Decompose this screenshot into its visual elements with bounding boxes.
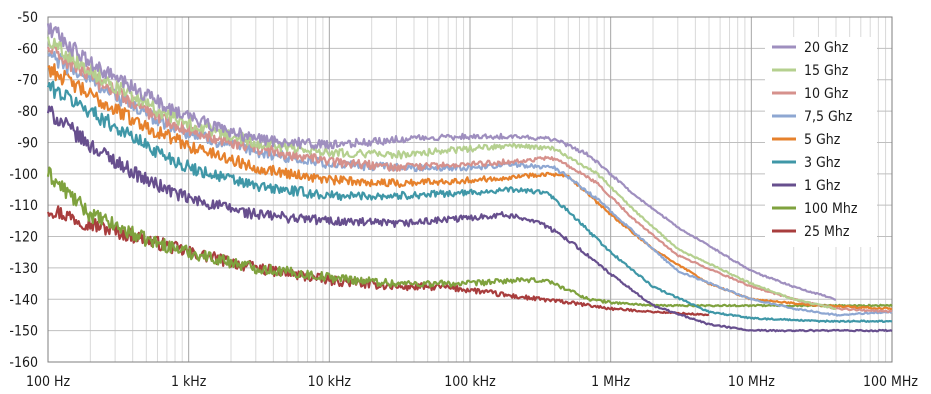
legend-label: 3 Ghz xyxy=(804,155,841,171)
y-tick-label: -160 xyxy=(9,355,38,371)
series-line xyxy=(46,22,837,301)
y-tick-label: -110 xyxy=(9,198,38,214)
legend-label: 1 Ghz xyxy=(804,178,841,194)
legend-label: 5 Ghz xyxy=(804,132,841,148)
legend-label: 25 Mhz xyxy=(804,224,850,240)
y-tick-label: -120 xyxy=(9,230,38,246)
legend-box xyxy=(765,37,877,247)
y-tick-label: -150 xyxy=(9,324,38,340)
y-axis-tick-labels: -50 -60 -70 -80 -90 -100 -110 -120 -130 -140 -150 -… xyxy=(9,10,38,371)
series-line xyxy=(46,105,893,333)
y-tick-label: -80 xyxy=(17,104,38,120)
series-line xyxy=(46,166,893,308)
x-tick-label: 100 MHz xyxy=(863,374,918,390)
series-line xyxy=(46,36,837,310)
y-tick-label: -50 xyxy=(17,10,38,26)
legend-label: 15 Ghz xyxy=(804,63,849,79)
legend-label: 10 Ghz xyxy=(804,86,849,102)
series-lines xyxy=(46,22,893,333)
x-tick-label: 100 Hz xyxy=(26,374,71,390)
plot-area-frame xyxy=(47,16,893,363)
x-tick-label: 100 kHz xyxy=(444,374,496,390)
legend-label: 7,5 Ghz xyxy=(804,109,853,125)
x-tick-label: 1 kHz xyxy=(171,374,207,390)
x-axis-tick-labels: 100 Hz 1 kHz 10 kHz 100 kHz 1 MHz 10 MHz 100 M… xyxy=(26,374,918,390)
legend-label: 100 Mhz xyxy=(804,201,858,217)
y-tick-label: -60 xyxy=(17,41,38,57)
x-tick-label: 1 MHz xyxy=(591,374,630,390)
legend-label: 20 Ghz xyxy=(804,40,849,56)
y-tick-label: -100 xyxy=(9,167,38,183)
series-line xyxy=(46,205,710,317)
legend: 20 Ghz 15 Ghz 10 Ghz 7,5 Ghz 5 Ghz 3 Ghz 1 Ghz… xyxy=(765,37,877,247)
y-tick-label: -140 xyxy=(9,292,38,308)
y-tick-label: -90 xyxy=(17,135,38,151)
y-tick-label: -70 xyxy=(17,73,38,89)
y-tick-label: -130 xyxy=(9,261,38,277)
series-line xyxy=(46,80,893,324)
x-tick-label: 10 MHz xyxy=(728,374,775,390)
x-tick-label: 10 kHz xyxy=(308,374,352,390)
